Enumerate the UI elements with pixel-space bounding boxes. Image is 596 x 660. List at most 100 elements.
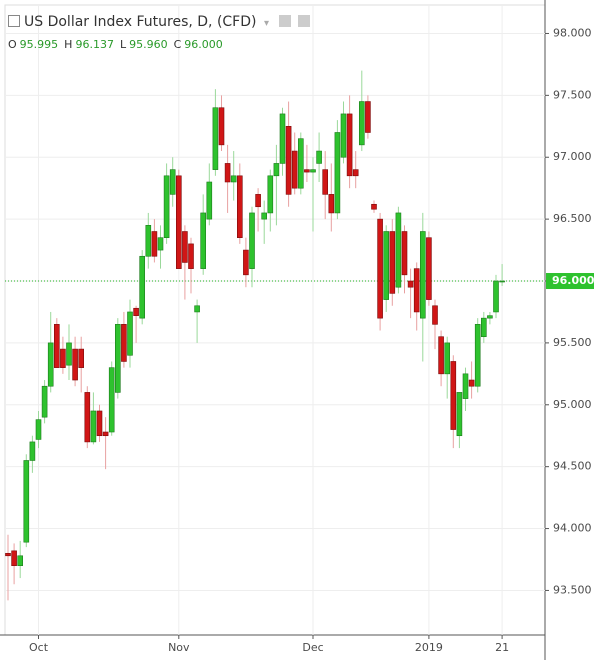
candle-body (334, 132, 341, 214)
candle-body (383, 231, 390, 300)
candle-body (456, 392, 463, 437)
candle-body (127, 311, 133, 356)
ohlc-value: 96.137 (75, 38, 114, 51)
chart-title: US Dollar Index Futures, D, (CFD) (24, 14, 257, 30)
candle-body (224, 163, 231, 183)
candle-body (432, 305, 438, 325)
candle-body (243, 249, 249, 276)
candle-body (5, 553, 11, 557)
x-tick-label: Nov (168, 641, 190, 654)
candle-body (474, 324, 481, 387)
candle-body (401, 231, 408, 276)
last-price-label: 96.000 (552, 274, 595, 287)
candle-body (17, 555, 24, 566)
candle-body (212, 107, 219, 170)
candle-body (487, 315, 493, 319)
candle-body (60, 348, 66, 368)
candle-body (389, 231, 396, 294)
candle-body (438, 336, 444, 375)
ohlc-value: 95.960 (129, 38, 168, 51)
candle-body (261, 212, 268, 220)
candle-body (413, 268, 420, 313)
candle-body (182, 231, 188, 263)
y-tick-label: 94.500 (553, 460, 592, 473)
candle-body (115, 324, 121, 393)
candle-body (499, 280, 505, 283)
candle-body (352, 169, 359, 177)
dropdown-caret[interactable]: ▾ (263, 18, 269, 29)
candle-body (340, 113, 347, 158)
candle-body (41, 385, 48, 418)
candle-body (133, 307, 139, 316)
candle-body (151, 231, 158, 257)
x-tick-label: Dec (302, 641, 323, 654)
ohlc-value: 95.995 (19, 38, 59, 51)
y-tick-label: 98.000 (553, 26, 592, 39)
candle-body (310, 169, 316, 173)
candle-body (480, 317, 487, 338)
ohlc-key: O (8, 38, 17, 51)
candle-body (108, 367, 115, 433)
candle-body (11, 550, 17, 566)
candle-body (346, 113, 353, 177)
candle-body (188, 243, 194, 269)
candle-body (206, 181, 213, 220)
candle-body (53, 324, 60, 368)
y-tick-label: 97.500 (553, 88, 592, 101)
candle-body (23, 460, 30, 543)
x-tick-label: 21 (495, 641, 509, 654)
candle-body (157, 237, 164, 251)
candle-body (395, 212, 402, 288)
candle-body (358, 101, 365, 146)
ohlc-value: 96.000 (184, 38, 223, 51)
candle-body (419, 231, 426, 319)
collapse-icon[interactable] (8, 15, 20, 27)
candle-body (169, 169, 176, 195)
candle-body (450, 361, 457, 430)
candle-body (237, 175, 243, 238)
settings-icon[interactable] (279, 15, 292, 27)
candle-body (121, 324, 127, 362)
candle-body (35, 419, 42, 440)
y-tick-label: 95.000 (553, 398, 592, 411)
gear-icon[interactable] (297, 15, 310, 27)
x-tick-label: Oct (29, 641, 49, 654)
header: US Dollar Index Futures, D, (CFD) ▾ (8, 14, 310, 30)
candle-body (255, 194, 261, 208)
candle-body (66, 342, 72, 366)
candle-body (72, 348, 78, 381)
candle-body (96, 410, 103, 437)
candle-body (407, 280, 414, 288)
candle-body (279, 113, 286, 164)
x-tick-label: 2019 (415, 641, 443, 654)
candle-body (304, 169, 310, 173)
candle-body (462, 373, 469, 399)
y-tick-label: 96.500 (553, 212, 592, 225)
candle-body (47, 342, 54, 387)
candle-body (102, 431, 109, 437)
candle-body (365, 101, 371, 133)
candle-body (322, 169, 329, 195)
candle-body (468, 379, 475, 387)
candle-body (444, 342, 451, 375)
candle-body (249, 212, 255, 269)
y-tick-label: 94.000 (553, 522, 592, 535)
candle-body (377, 218, 383, 319)
candle-body (200, 212, 206, 269)
candle-body (29, 441, 36, 461)
y-tick-label: 93.500 (553, 583, 592, 596)
candle-body (426, 237, 432, 300)
candle-body (145, 225, 152, 257)
ohlc-legend: O 95.995 H 96.137 L 95.960 C 96.000 (8, 38, 229, 51)
candle-body (273, 163, 280, 177)
y-tick-label: 97.000 (553, 150, 592, 163)
candle-body (230, 175, 237, 183)
candle-body (285, 125, 292, 195)
candle-body (90, 410, 97, 443)
ohlc-key: L (119, 38, 127, 51)
last-price-box (546, 273, 594, 290)
candle-body (291, 150, 298, 189)
plot-frame (4, 4, 546, 636)
